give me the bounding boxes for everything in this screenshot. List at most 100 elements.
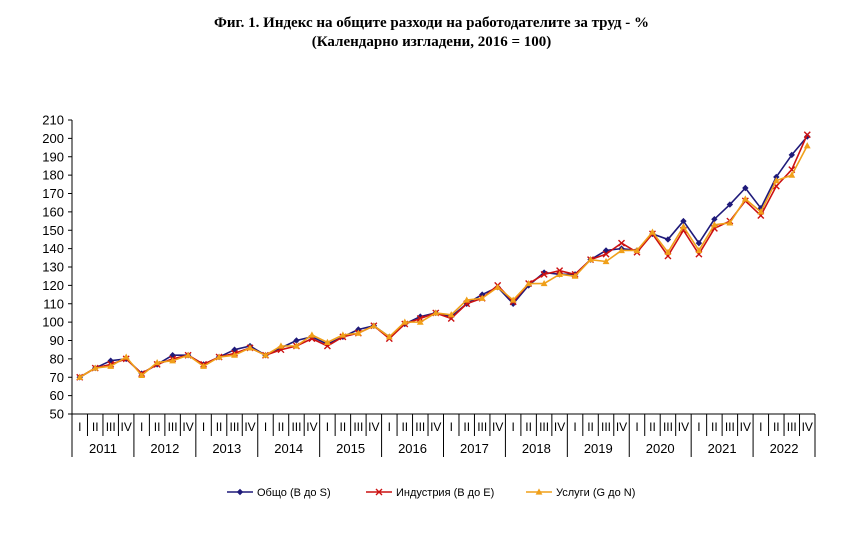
y-tick-label: 70 — [50, 370, 64, 385]
data-point — [602, 257, 610, 265]
quarter-label: II — [92, 420, 99, 434]
data-point — [463, 296, 471, 303]
chart-subtitle: (Календарно изгладени, 2016 = 100) — [311, 34, 552, 50]
quarter-label: I — [635, 420, 638, 434]
quarter-label: III — [787, 420, 797, 434]
quarter-label: III — [230, 420, 240, 434]
quarter-label: I — [388, 420, 391, 434]
quarter-label: III — [415, 420, 425, 434]
quarter-label: II — [401, 420, 408, 434]
quarter-label: II — [649, 420, 656, 434]
quarter-label: III — [291, 420, 301, 434]
data-point — [695, 239, 703, 247]
data-point — [680, 217, 687, 225]
data-point — [540, 270, 548, 278]
data-point — [401, 318, 409, 325]
data-point — [649, 228, 656, 235]
quarter-label: I — [78, 420, 81, 434]
quarter-label: IV — [740, 420, 751, 434]
year-label: 2016 — [398, 441, 427, 456]
quarter-label: II — [525, 420, 532, 434]
year-label: 2011 — [89, 441, 117, 456]
chart-title: Фиг. 1. Индекс на общите разходи на рабо… — [214, 15, 649, 31]
y-tick-label: 120 — [42, 278, 64, 293]
chart-title-block: Фиг. 1. Индекс на общите разходи на рабо… — [0, 14, 863, 52]
data-point — [293, 342, 300, 349]
year-label: 2022 — [770, 441, 799, 456]
data-point — [231, 351, 238, 358]
quarter-label: III — [663, 420, 673, 434]
year-label: 2017 — [460, 441, 489, 456]
year-label: 2015 — [336, 441, 365, 456]
quarter-label: II — [463, 420, 470, 434]
quarter-label: IV — [121, 420, 132, 434]
quarter-label: II — [587, 420, 594, 434]
quarter-label: II — [711, 420, 718, 434]
legend-swatch-marker — [375, 488, 383, 496]
quarter-label: IV — [368, 420, 379, 434]
y-tick-label: 100 — [42, 315, 64, 330]
data-point — [262, 351, 269, 358]
data-point — [231, 346, 238, 353]
data-point — [710, 221, 718, 228]
data-point — [633, 246, 641, 254]
data-point — [618, 246, 625, 254]
data-point — [556, 270, 563, 277]
data-point — [680, 222, 687, 230]
data-point — [602, 250, 610, 258]
quarter-label: IV — [182, 420, 193, 434]
data-point — [788, 171, 796, 178]
data-point — [664, 236, 672, 243]
data-point — [153, 358, 161, 366]
y-tick-label: 80 — [50, 351, 64, 366]
data-point — [385, 333, 393, 340]
quarter-label: IV — [306, 420, 317, 434]
y-tick-label: 110 — [43, 296, 64, 311]
data-point — [571, 272, 579, 279]
data-point — [76, 373, 84, 380]
year-label: 2014 — [274, 441, 303, 456]
data-point — [711, 216, 718, 223]
data-point — [726, 201, 734, 208]
y-tick-label: 200 — [42, 131, 64, 146]
data-point — [277, 342, 285, 349]
year-label: 2018 — [522, 441, 551, 456]
data-point — [447, 311, 455, 318]
data-point — [556, 267, 564, 275]
y-tick-label: 160 — [42, 204, 64, 219]
series-line-1 — [79, 136, 808, 378]
data-point — [618, 239, 626, 247]
legend-label: Общо (B до S) — [257, 487, 331, 499]
quarter-label: I — [140, 420, 143, 434]
data-point — [742, 184, 749, 192]
data-point — [169, 357, 177, 364]
quarter-label: III — [725, 420, 735, 434]
data-point — [772, 177, 780, 184]
quarter-label: IV — [430, 420, 441, 434]
quarter-label: II — [216, 420, 223, 434]
data-point — [246, 344, 254, 351]
data-point — [788, 151, 795, 159]
data-point — [773, 173, 780, 181]
data-point — [664, 248, 672, 255]
quarter-label: III — [601, 420, 611, 434]
data-point — [122, 353, 130, 360]
series-line-3 — [79, 145, 808, 378]
y-tick-label: 210 — [42, 113, 64, 128]
quarter-label: IV — [802, 420, 813, 434]
data-point — [741, 195, 749, 202]
quarter-label: III — [477, 420, 487, 434]
y-tick-label: 190 — [42, 149, 64, 164]
data-point — [803, 142, 811, 149]
quarter-label: I — [759, 420, 762, 434]
data-point — [293, 337, 300, 344]
y-tick-label: 90 — [50, 333, 64, 348]
quarter-label: I — [450, 420, 453, 434]
quarter-label: I — [697, 420, 700, 434]
data-point — [587, 256, 594, 263]
quarter-label: I — [326, 420, 329, 434]
data-point — [525, 279, 533, 287]
data-point — [370, 322, 378, 329]
data-point — [803, 131, 811, 139]
